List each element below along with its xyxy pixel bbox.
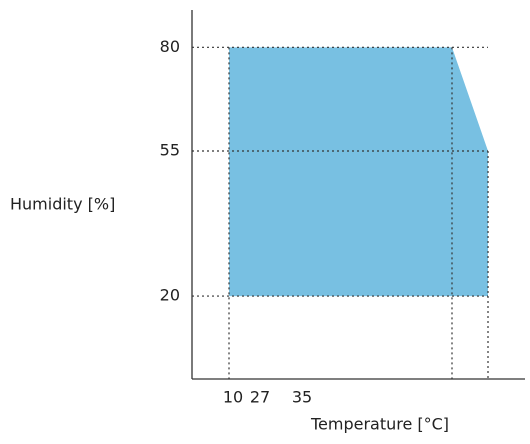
- y-tick-label: 55: [160, 140, 180, 159]
- y-tick-label: 80: [160, 37, 180, 56]
- x-tick-label: 10: [223, 388, 243, 407]
- x-tick-label: 27: [250, 388, 270, 407]
- y-axis-label: Humidity [%]: [10, 195, 115, 214]
- y-tick-label: 20: [160, 286, 180, 305]
- x-tick-label: 35: [292, 388, 312, 407]
- area: [229, 47, 488, 297]
- x-axis-label: Temperature [°C]: [310, 415, 449, 434]
